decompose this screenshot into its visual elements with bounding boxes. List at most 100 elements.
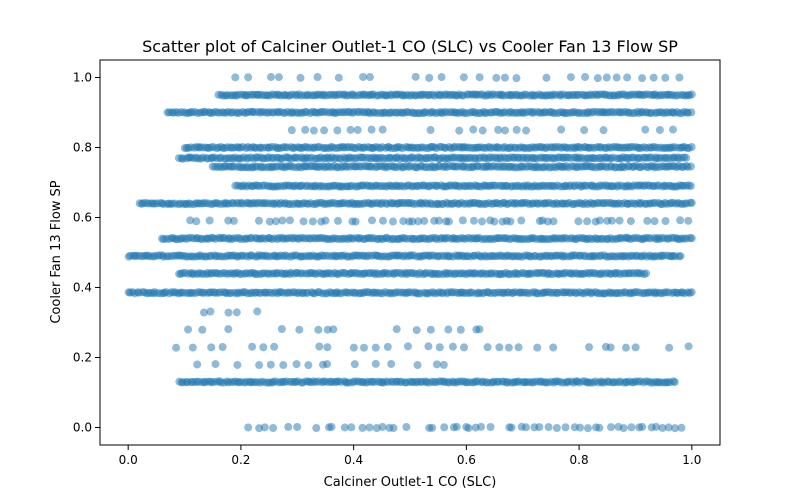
scatter-point <box>642 269 651 278</box>
scatter-point <box>483 343 492 352</box>
scatter-point <box>304 361 313 370</box>
scatter-point <box>478 126 487 135</box>
x-tick-label: 0.2 <box>231 453 250 467</box>
scatter-point <box>627 423 636 432</box>
scatter-point <box>566 73 575 82</box>
scatter-point <box>278 216 287 225</box>
scatter-point <box>504 343 513 352</box>
scatter-point <box>494 125 503 134</box>
y-tick-label: 1.0 <box>73 71 92 85</box>
scatter-point <box>379 216 388 225</box>
scatter-point <box>233 360 242 369</box>
scatter-point <box>684 342 693 351</box>
scatter-point <box>198 325 207 334</box>
scatter-point <box>501 126 510 135</box>
scatter-point <box>285 216 294 225</box>
scatter-point <box>661 73 670 82</box>
scatter-point <box>266 73 275 82</box>
scatter-point <box>350 360 359 369</box>
x-axis-ticks: 0.0 0.2 0.4 0.6 0.8 1.0 <box>119 445 701 467</box>
scatter-point <box>661 216 670 225</box>
scatter-point <box>460 343 469 352</box>
scatter-point <box>585 343 594 352</box>
scatter-point <box>615 216 624 225</box>
scatter-point <box>207 343 216 352</box>
scatter-point <box>492 73 501 82</box>
scatter-point <box>277 324 286 333</box>
scatter-point <box>543 217 552 226</box>
scatter-point <box>353 125 362 134</box>
scatter-point <box>574 217 583 226</box>
scatter-point <box>308 217 317 226</box>
scatter-point <box>682 153 691 162</box>
scatter-point <box>521 423 530 432</box>
scatter-point <box>623 73 632 82</box>
scatter-point <box>687 198 696 207</box>
scatter-point <box>313 73 322 82</box>
scatter-point <box>248 342 257 351</box>
scatter-point <box>351 217 360 226</box>
scatter-point <box>638 74 647 83</box>
scatter-point <box>229 216 238 225</box>
scatter-point <box>464 424 473 433</box>
scatter-point <box>323 360 332 369</box>
scatter-point <box>371 343 380 352</box>
scatter-point <box>581 73 590 82</box>
scatter-point <box>392 325 401 334</box>
scatter-point <box>638 422 647 431</box>
x-tick-label: 0.0 <box>119 453 138 467</box>
scatter-point <box>426 125 435 134</box>
scatter-point <box>224 216 233 225</box>
scatter-point <box>599 126 608 135</box>
scatter-point <box>676 216 685 225</box>
scatter-point <box>365 73 374 82</box>
scatter-point <box>333 216 342 225</box>
scatter-point <box>607 216 616 225</box>
scatter-point <box>224 308 233 317</box>
scatter-point <box>670 378 679 387</box>
scatter-point <box>475 73 484 82</box>
scatter-point <box>500 73 509 82</box>
scatter-point <box>323 343 332 352</box>
scatter-point <box>211 360 220 369</box>
scatter-point <box>365 423 374 432</box>
scatter-point <box>517 216 526 225</box>
scatter-point <box>192 217 201 226</box>
scatter-point <box>206 307 215 316</box>
scatter-point <box>340 423 349 432</box>
plot-frame <box>99 59 721 446</box>
scatter-point <box>428 423 437 432</box>
scatter-point <box>292 360 301 369</box>
scatter-point <box>271 217 280 226</box>
y-axis-label: Cooler Fan 13 Flow SP <box>49 180 64 323</box>
scatter-point <box>383 342 392 351</box>
scatter-point <box>312 424 321 433</box>
scatter-point <box>412 326 421 335</box>
scatter-point <box>448 342 457 351</box>
scatter-point <box>435 343 444 352</box>
scatter-point <box>643 216 652 225</box>
scatter-point <box>388 217 397 226</box>
scatter-point <box>320 126 329 135</box>
scatter-point <box>432 360 441 369</box>
scatter-point <box>378 422 387 431</box>
scatter-point <box>514 343 523 352</box>
scatter-point <box>359 343 368 352</box>
scatter-point <box>371 359 380 368</box>
scatter-point <box>444 217 453 226</box>
scatter-point <box>387 359 396 368</box>
scatter-point <box>580 126 589 135</box>
scatter-point <box>583 217 592 226</box>
scatter-point <box>686 182 695 191</box>
scatter-point <box>631 343 640 352</box>
scatter-point <box>535 423 544 432</box>
scatter-point <box>557 125 566 134</box>
scatter-point <box>293 422 302 431</box>
x-tick-label: 0.4 <box>344 453 363 467</box>
y-axis-ticks: 0.0 0.2 0.4 0.6 0.8 1.0 <box>73 71 100 435</box>
scatter-point <box>542 73 551 82</box>
scatter-point <box>260 423 269 432</box>
scatter-point <box>686 162 695 171</box>
scatter-point <box>671 424 680 433</box>
scatter-point <box>367 125 376 134</box>
